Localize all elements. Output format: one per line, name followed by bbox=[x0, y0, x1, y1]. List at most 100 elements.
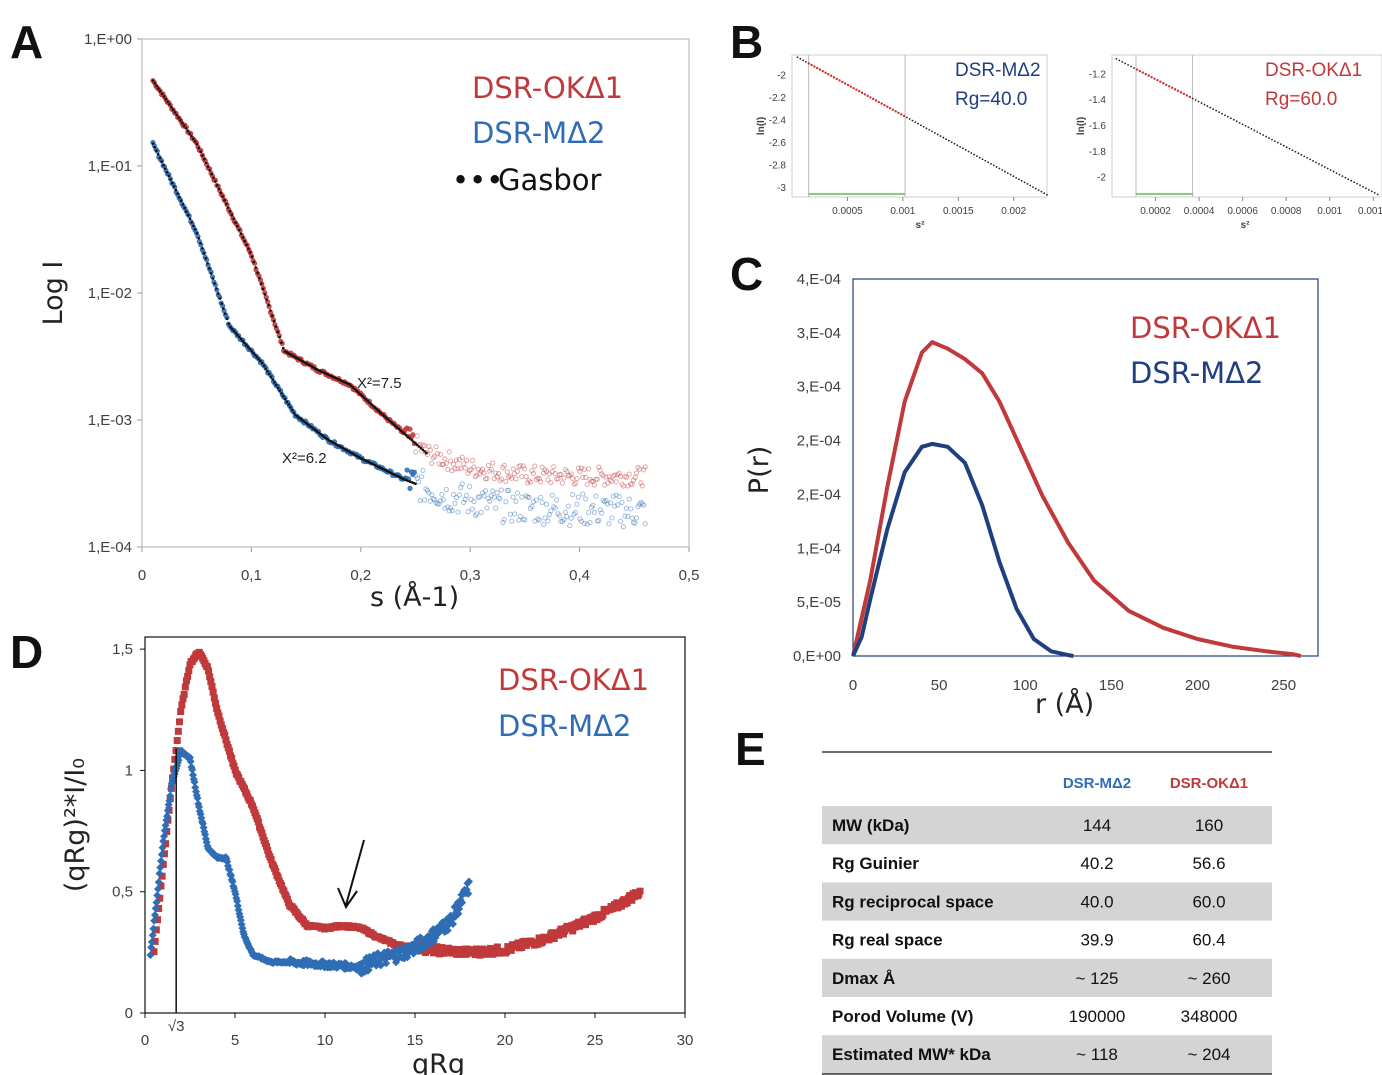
panel-a-point bbox=[455, 466, 461, 472]
panel-d-point bbox=[443, 926, 452, 935]
panel-c-frame bbox=[852, 278, 1319, 657]
panel-b-right-point bbox=[1347, 178, 1350, 181]
panel-a-gasbor-point bbox=[269, 375, 273, 379]
panel-b-right-point bbox=[1238, 121, 1241, 124]
panel-a-gasbor-point bbox=[392, 422, 395, 426]
panel-a-point bbox=[501, 462, 507, 469]
panel-a-point bbox=[509, 518, 515, 524]
panel-b-left-point bbox=[888, 107, 892, 110]
panel-e-table: DSR-MΔ2 DSR-OKΔ1 MW (kDa) 144 160 Rg Guinie… bbox=[822, 751, 1272, 1075]
panel-a-point bbox=[442, 456, 448, 462]
panel-d-xtick-label: 20 bbox=[497, 1032, 514, 1049]
panel-b-right-xtick-label: 0.0002 bbox=[1140, 206, 1171, 217]
panel-a-gasbor-point bbox=[415, 443, 419, 447]
panel-a-series-md2 bbox=[150, 139, 648, 530]
panel-b-left-point bbox=[956, 144, 959, 147]
panel-b-right-point bbox=[1156, 78, 1159, 82]
panel-a-point bbox=[523, 493, 529, 499]
panel-b-left-ytick-label: -2.6 bbox=[769, 138, 787, 149]
panel-a-gasbor-point bbox=[160, 160, 164, 163]
panel-a-point bbox=[619, 481, 625, 487]
panel-a-point bbox=[487, 468, 493, 474]
panel-a-gasbor-point bbox=[236, 333, 239, 337]
panel-d-ytick-label: 0 bbox=[125, 1005, 133, 1022]
panel-b-right-point bbox=[1165, 83, 1168, 86]
panel-a-gasbor-point bbox=[182, 124, 186, 127]
panel-a-point bbox=[580, 491, 586, 497]
panel-a-gasbor-point bbox=[153, 81, 157, 85]
panel-a-point bbox=[471, 498, 477, 505]
panel-d-point bbox=[550, 935, 558, 943]
panel-a-point bbox=[507, 473, 513, 479]
panel-a-gasbor-point bbox=[193, 228, 197, 231]
panel-a-xtick-label: 0 bbox=[138, 567, 146, 584]
table-cell-md2: 190000 bbox=[1069, 1007, 1126, 1026]
panel-letter-e: E bbox=[735, 723, 766, 775]
panel-d-point bbox=[157, 882, 165, 890]
panel-a-gasbor-point bbox=[362, 396, 366, 399]
panel-a-point bbox=[461, 499, 467, 505]
panel-a-gasbor-point bbox=[208, 169, 212, 172]
panel-b-right-point bbox=[1227, 115, 1229, 118]
panel-a-xtick-label: 0,3 bbox=[460, 567, 481, 584]
panel-b-left-point bbox=[846, 83, 850, 87]
panel-b-left-point bbox=[981, 158, 984, 161]
panel-a-gasbor-point bbox=[201, 154, 204, 157]
panel-d-point bbox=[254, 818, 262, 826]
panel-b-right-point bbox=[1350, 179, 1353, 182]
panel-a-gasbor-point bbox=[256, 271, 259, 275]
panel-d-point bbox=[221, 731, 229, 739]
panel-c-ylabel: P(r) bbox=[744, 446, 775, 494]
panel-a-point bbox=[498, 476, 505, 482]
panel-a-point bbox=[629, 481, 635, 487]
table-cell-md2: 40.2 bbox=[1080, 854, 1113, 873]
panel-a-point bbox=[606, 474, 612, 480]
table-row: Rg Guinier 40.2 56.6 bbox=[832, 854, 1226, 873]
panel-b-right-point bbox=[1291, 149, 1294, 152]
panel-a-point bbox=[485, 495, 492, 501]
panel-c-xtick-label: 0 bbox=[849, 677, 857, 694]
panel-a-point bbox=[404, 467, 410, 473]
panel-b-left-ylabel: ln(I) bbox=[756, 117, 767, 135]
panel-a-xtick-label: 0,4 bbox=[569, 567, 590, 584]
panel-b-right-point bbox=[1279, 143, 1282, 146]
panel-a-gasbor-point bbox=[377, 409, 381, 413]
panel-b-right-point bbox=[1338, 173, 1341, 176]
panel-b-right-point bbox=[1247, 126, 1250, 129]
panel-b-left-point bbox=[995, 166, 998, 168]
panel-b-left-xtick-label: 0.002 bbox=[1001, 206, 1026, 217]
panel-b-left-point bbox=[911, 119, 914, 122]
panel-a-gasbor-point bbox=[406, 435, 410, 439]
panel-a-gasbor-point bbox=[232, 217, 236, 221]
panel-a-point bbox=[466, 468, 473, 474]
panel-b-left-point bbox=[973, 153, 976, 156]
panel-c-legend-md2: DSR-MΔ2 bbox=[1130, 356, 1264, 390]
panel-a-point bbox=[450, 461, 457, 467]
panel-c-legend-okd1: DSR-OKΔ1 bbox=[1130, 311, 1281, 345]
panel-a-point bbox=[533, 497, 539, 503]
panel-a-point bbox=[456, 456, 462, 463]
table-row-label: Rg real space bbox=[832, 931, 943, 950]
panel-d-chart: 00,511,50 5 10 15 20 25 30 √3 qRg (qRg)²*I/I₀ … bbox=[60, 636, 693, 1075]
panel-a-point bbox=[572, 480, 579, 486]
panel-a-point bbox=[469, 506, 476, 512]
panel-b-right-point bbox=[1209, 106, 1212, 109]
panel-a-point bbox=[551, 504, 557, 510]
panel-a-xlabel-text: s (Å-1) bbox=[370, 581, 459, 613]
panel-b-left-point bbox=[815, 66, 819, 70]
panel-b-right-point bbox=[1194, 99, 1197, 101]
panel-a-point bbox=[445, 504, 451, 510]
panel-b-left-point bbox=[976, 155, 978, 158]
panel-a-gasbor-point bbox=[197, 146, 201, 150]
table-row: Rg reciprocal space 40.0 60.0 bbox=[822, 882, 1272, 921]
panel-d-point bbox=[205, 667, 213, 675]
table-row-shading bbox=[822, 958, 1272, 997]
table-cell-md2: ~ 118 bbox=[1076, 1045, 1118, 1064]
panel-b-right-point bbox=[1121, 61, 1124, 63]
panel-a-point bbox=[493, 505, 499, 511]
panel-a-point bbox=[494, 490, 500, 496]
panel-a-gasbor-point bbox=[228, 210, 232, 213]
panel-a-gasbor-point bbox=[216, 292, 220, 295]
panel-d-point bbox=[464, 889, 473, 898]
panel-b-left-chart: -2 -2.2 -2.4 -2.6 -2.8 -3 0.0005 0.001 0.0015 0.0… bbox=[756, 54, 1048, 231]
